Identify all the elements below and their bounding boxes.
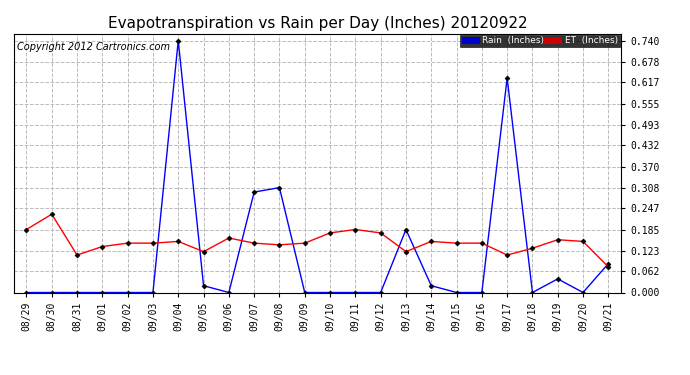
Title: Evapotranspiration vs Rain per Day (Inches) 20120922: Evapotranspiration vs Rain per Day (Inch… (108, 16, 527, 31)
Legend: Rain  (Inches), ET  (Inches): Rain (Inches), ET (Inches) (460, 34, 620, 47)
Text: Copyright 2012 Cartronics.com: Copyright 2012 Cartronics.com (17, 42, 170, 51)
